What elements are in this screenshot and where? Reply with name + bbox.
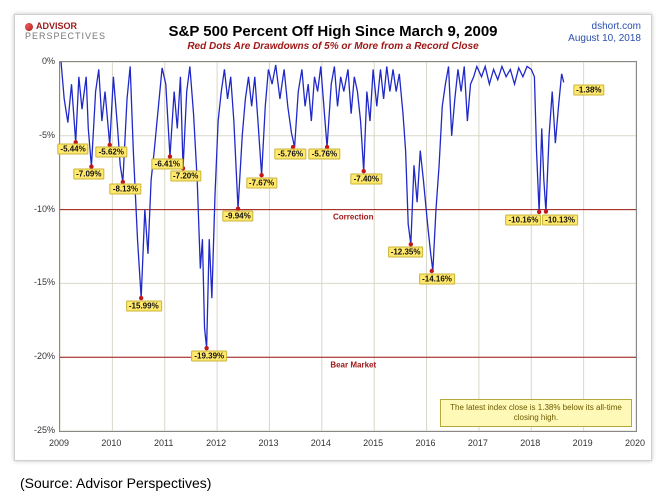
trough-label: -7.20% [170, 170, 201, 181]
x-tick: 2012 [206, 438, 226, 448]
trough-label: -7.40% [351, 173, 382, 184]
x-tick: 2014 [311, 438, 331, 448]
trough-label: -5.76% [309, 148, 340, 159]
x-tick: 2015 [363, 438, 383, 448]
trough-label: -6.41% [152, 158, 183, 169]
x-tick: 2017 [468, 438, 488, 448]
trough-label: -14.16% [419, 273, 455, 284]
x-tick: 2009 [49, 438, 69, 448]
source-caption: (Source: Advisor Perspectives) [20, 475, 211, 491]
y-tick: -20% [15, 351, 55, 361]
y-tick: -5% [15, 130, 55, 140]
latest-note: The latest index close is 1.38% below it… [440, 399, 632, 427]
x-tick: 2016 [416, 438, 436, 448]
trough-label: -15.99% [126, 300, 162, 311]
x-tick: 2010 [101, 438, 121, 448]
y-tick: -15% [15, 277, 55, 287]
x-tick: 2018 [520, 438, 540, 448]
latest-label: -1.38% [573, 85, 604, 96]
trough-label: -9.94% [222, 210, 253, 221]
trough-label: -5.44% [57, 144, 88, 155]
threshold-label: Correction [333, 212, 373, 221]
trough-label: -10.13% [542, 214, 578, 225]
chart-subtitle: Red Dots Are Drawdowns of 5% or More fro… [15, 41, 651, 52]
threshold-label: Bear Market [330, 360, 376, 369]
x-tick: 2019 [573, 438, 593, 448]
chart-svg [60, 62, 636, 431]
plot-area: The latest index close is 1.38% below it… [59, 61, 637, 432]
chart-panel: ADVISOR PERSPECTIVES dshort.com August 1… [14, 14, 652, 461]
x-tick: 2011 [154, 438, 173, 448]
y-tick: -10% [15, 204, 55, 214]
trough-label: -10.16% [506, 214, 542, 225]
trough-label: -5.62% [96, 147, 127, 158]
trough-label: -19.39% [191, 350, 227, 361]
x-tick: 2013 [258, 438, 278, 448]
trough-label: -7.67% [246, 178, 277, 189]
trough-label: -12.35% [388, 247, 424, 258]
trough-label: -5.76% [275, 148, 306, 159]
y-tick: -25% [15, 425, 55, 435]
x-tick: 2020 [625, 438, 645, 448]
chart-title: S&P 500 Percent Off High Since March 9, … [15, 23, 651, 40]
figure-root: ADVISOR PERSPECTIVES dshort.com August 1… [0, 0, 666, 501]
trough-label: -7.09% [73, 169, 104, 180]
trough-label: -8.13% [110, 183, 141, 194]
y-tick: 0% [15, 56, 55, 66]
